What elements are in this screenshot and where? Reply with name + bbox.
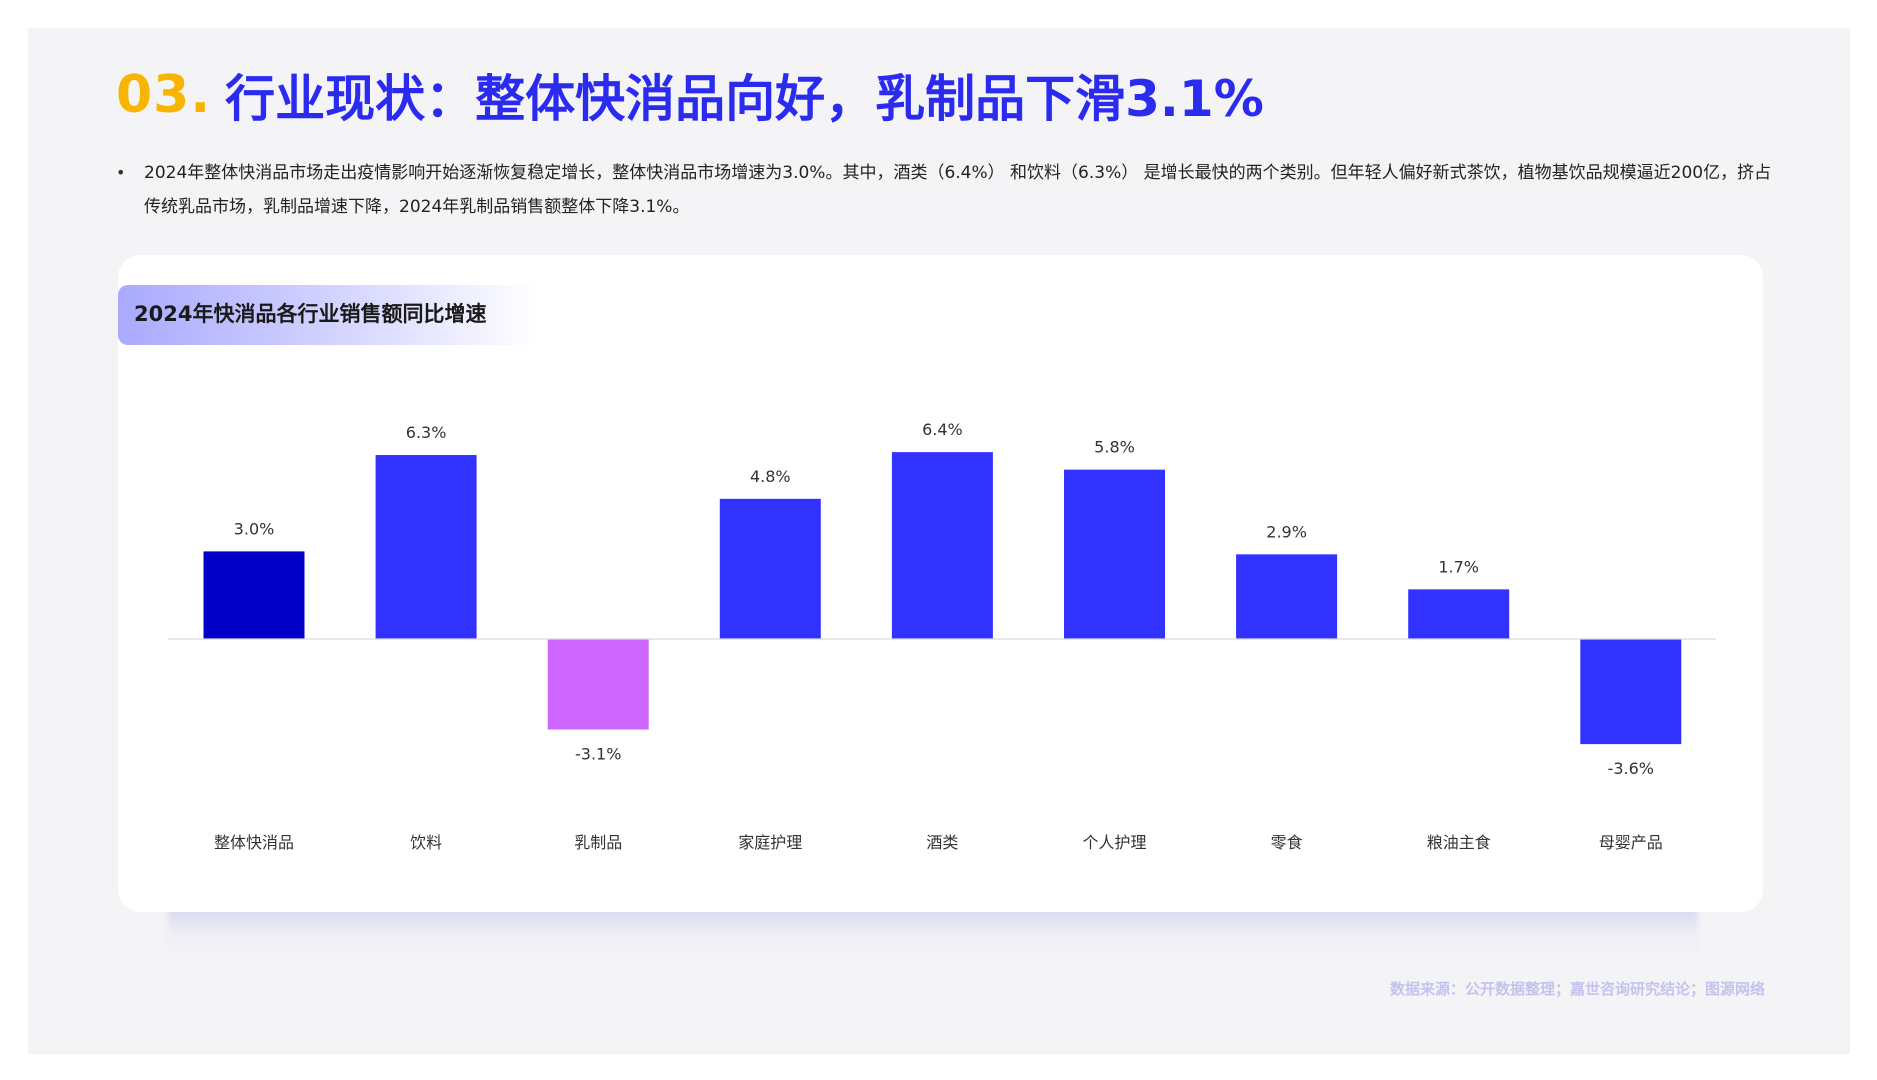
bar-0 bbox=[203, 551, 305, 639]
summary-text: 2024年整体快消品市场走出疫情影响开始逐渐恢复稳定增长，整体快消品市场增速为3… bbox=[144, 163, 1772, 217]
data-label-3: 4.8% bbox=[750, 467, 791, 486]
bar-1 bbox=[375, 455, 477, 639]
summary-bullet: • 2024年整体快消品市场走出疫情影响开始逐渐恢复稳定增长，整体快消品市场增速… bbox=[116, 156, 1776, 224]
category-label-7: 粮油主食 bbox=[1427, 833, 1491, 852]
bar-3 bbox=[719, 498, 821, 639]
category-label-6: 零食 bbox=[1271, 833, 1303, 852]
data-label-7: 1.7% bbox=[1438, 557, 1479, 576]
category-label-0: 整体快消品 bbox=[214, 833, 294, 852]
category-label-3: 家庭护理 bbox=[738, 833, 802, 852]
bar-6 bbox=[1236, 554, 1338, 639]
bar-8 bbox=[1580, 639, 1682, 745]
card-shadow bbox=[168, 905, 1698, 953]
bar-7 bbox=[1408, 589, 1510, 639]
data-label-2: -3.1% bbox=[575, 745, 621, 764]
data-label-1: 6.3% bbox=[406, 423, 447, 442]
section-number: 03. bbox=[116, 65, 212, 125]
category-label-8: 母婴产品 bbox=[1599, 833, 1663, 852]
title-text: 行业现状：整体快消品向好，乳制品下滑3.1% bbox=[225, 70, 1264, 128]
data-label-4: 6.4% bbox=[922, 420, 963, 439]
category-label-5: 个人护理 bbox=[1082, 833, 1146, 852]
bar-2 bbox=[547, 639, 649, 730]
category-label-4: 酒类 bbox=[926, 833, 958, 852]
data-label-6: 2.9% bbox=[1266, 522, 1307, 541]
card-label-background bbox=[118, 285, 538, 345]
bar-5 bbox=[1064, 469, 1165, 639]
page-title: 03. 行业现状：整体快消品向好，乳制品下滑3.1% bbox=[116, 60, 1264, 130]
bullet-dot: • bbox=[116, 163, 126, 182]
bar-4 bbox=[891, 452, 993, 639]
chart-title: 2024年快消品各行业销售额同比增速 bbox=[134, 302, 487, 326]
data-label-0: 3.0% bbox=[234, 519, 275, 538]
data-label-5: 5.8% bbox=[1094, 438, 1135, 457]
data-source-note: 数据来源：公开数据整理；嘉世咨询研究结论；图源网络 bbox=[1389, 980, 1765, 998]
category-label-2: 乳制品 bbox=[574, 833, 622, 852]
data-label-8: -3.6% bbox=[1608, 759, 1654, 778]
category-label-1: 饮料 bbox=[410, 833, 442, 852]
